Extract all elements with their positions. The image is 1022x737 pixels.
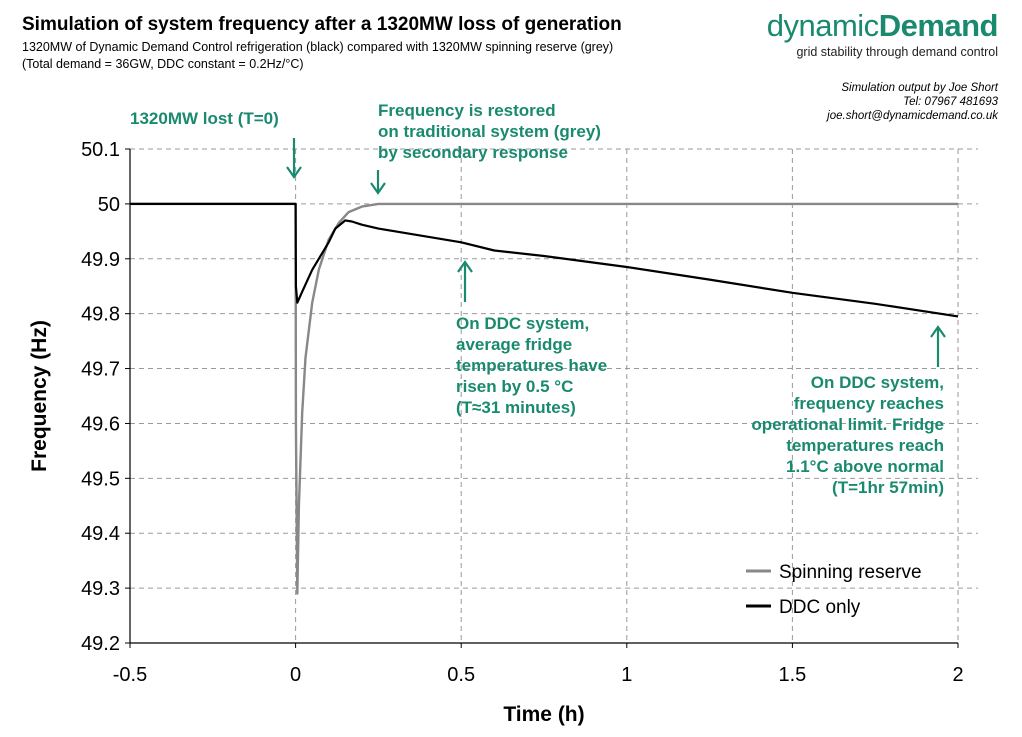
x-tick-label: 1.5 [778, 664, 806, 686]
x-tick-label: -0.5 [113, 664, 147, 686]
annotation-4-line: frequency reaches [794, 394, 944, 413]
annotation-4-line: temperatures reach [786, 436, 944, 455]
annotation-4-line: operational limit. Fridge [751, 415, 944, 434]
annotation-2-line: by secondary response [378, 143, 568, 162]
y-tick-label: 49.9 [81, 249, 120, 271]
brand-tagline: grid stability through demand control [796, 45, 998, 59]
brand-logo: dynamicDemand [766, 8, 999, 44]
y-tick-label: 50 [98, 194, 120, 216]
annotation-3-line: average fridge [456, 335, 572, 354]
y-tick-label: 49.7 [81, 359, 120, 381]
annotation-4-line: (T=1hr 57min) [832, 478, 944, 497]
series-line-spinning-reserve [130, 202, 958, 595]
x-axis-label: Time (h) [503, 703, 584, 726]
x-tick-label: 0.5 [447, 664, 475, 686]
y-tick-label: 49.3 [81, 578, 120, 600]
x-tick-label: 2 [952, 664, 963, 686]
legend-label-ddc-only: DDC only [779, 597, 861, 618]
y-tick-label: 49.8 [81, 304, 120, 326]
arrow-operational-limit-head [930, 325, 946, 338]
credit-author: Simulation output by Joe Short [841, 82, 998, 94]
chart-subtitle-params: (Total demand = 36GW, DDC constant = 0.2… [22, 57, 304, 71]
annotation-3-line: On DDC system, [456, 314, 589, 333]
annotation-4-line: 1.1°C above normal [786, 457, 944, 476]
legend-label-spinning-reserve: Spinning reserve [779, 562, 922, 583]
arrow-generation-lost-head [286, 166, 302, 179]
chart-title: Simulation of system frequency after a 1… [22, 14, 622, 35]
x-tick-label: 0 [290, 664, 301, 686]
annotation-2-line: on traditional system (grey) [378, 122, 601, 141]
arrow-frequency-restored-head [370, 182, 386, 195]
annotation-2-line: Frequency is restored [378, 101, 556, 120]
y-tick-label: 49.6 [81, 413, 120, 435]
annotation-1-line: 1320MW lost (T=0) [130, 109, 279, 128]
y-tick-label: 49.4 [81, 523, 120, 545]
credit-email: joe.short@dynamicdemand.co.uk [827, 110, 998, 122]
annotation-3-line: (T≈31 minutes) [456, 398, 576, 417]
brand-name-bold: Demand [878, 8, 999, 43]
annotation-4-line: On DDC system, [811, 373, 944, 392]
credit-phone: Tel: 07967 481693 [903, 96, 998, 108]
y-axis-label: Frequency (Hz) [28, 320, 51, 472]
series-line-ddc-only [130, 202, 959, 318]
y-tick-label: 50.1 [81, 139, 120, 161]
annotation-3-line: risen by 0.5 °C [456, 377, 573, 396]
arrow-fridge-0-5-head [457, 260, 473, 273]
y-tick-label: 49.2 [81, 633, 120, 655]
x-tick-label: 1 [621, 664, 632, 686]
annotation-3-line: temperatures have [456, 356, 607, 375]
chart-subtitle: 1320MW of Dynamic Demand Control refrige… [22, 40, 614, 54]
brand-name-light: dynamic [766, 8, 879, 43]
y-tick-label: 49.5 [81, 468, 120, 490]
